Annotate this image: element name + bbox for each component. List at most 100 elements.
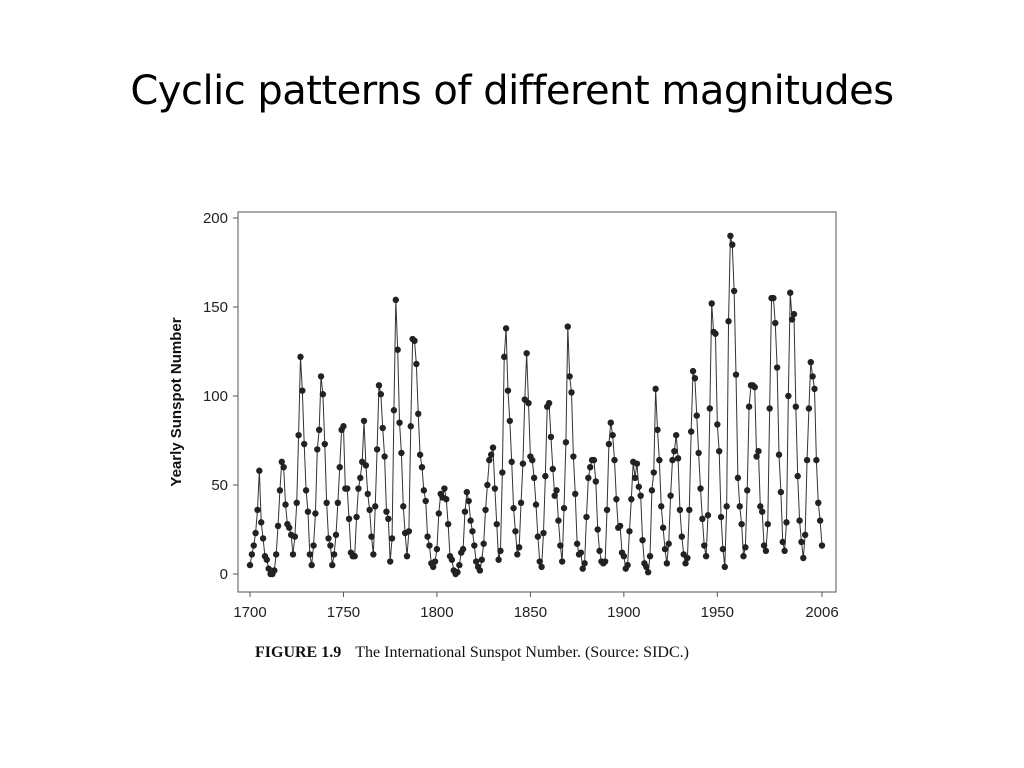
x-tick-label: 1700	[233, 604, 266, 621]
data-point	[792, 403, 800, 410]
data-point	[663, 560, 671, 567]
data-point	[489, 444, 497, 451]
data-point	[344, 485, 351, 492]
data-point	[689, 367, 697, 375]
y-tick-label: 150	[203, 299, 228, 316]
data-point	[555, 517, 562, 524]
series-markers	[246, 232, 826, 578]
data-point	[757, 503, 764, 510]
data-point	[777, 488, 785, 496]
data-point	[736, 503, 743, 510]
data-point	[263, 556, 271, 563]
data-point	[702, 553, 710, 560]
data-point	[654, 426, 661, 434]
data-point	[334, 499, 342, 506]
data-point	[785, 392, 792, 400]
data-point	[581, 560, 588, 567]
data-point	[353, 513, 360, 521]
data-point	[325, 535, 332, 542]
data-point	[443, 496, 450, 503]
data-point	[463, 488, 471, 496]
data-point	[486, 456, 493, 464]
data-point	[472, 558, 480, 565]
data-point	[396, 419, 403, 426]
data-point	[250, 542, 257, 549]
data-point	[734, 474, 742, 482]
data-point	[607, 419, 614, 426]
data-point	[542, 472, 549, 480]
y-tick-label: 100	[203, 388, 228, 405]
data-point	[493, 520, 500, 528]
data-point	[418, 464, 426, 471]
data-point	[302, 487, 310, 494]
data-point	[723, 503, 730, 510]
data-point	[637, 492, 644, 499]
data-point	[809, 373, 816, 380]
data-point	[613, 496, 620, 503]
data-point	[727, 232, 734, 239]
data-point	[603, 506, 611, 514]
data-point	[265, 565, 272, 572]
data-point	[562, 439, 570, 446]
data-point	[717, 513, 725, 521]
data-point	[764, 520, 771, 528]
x-tick-label: 1950	[701, 604, 734, 621]
data-point	[387, 558, 394, 565]
data-point	[497, 547, 504, 555]
data-point	[461, 508, 469, 515]
data-point	[319, 391, 327, 398]
data-point	[523, 350, 530, 357]
data-point	[801, 531, 809, 539]
data-point	[794, 472, 801, 480]
data-point	[327, 542, 334, 549]
data-point	[579, 565, 586, 572]
data-point	[259, 535, 267, 542]
data-point	[431, 558, 439, 565]
data-point	[280, 464, 287, 471]
data-point	[652, 385, 659, 393]
data-point	[805, 405, 813, 412]
data-point	[558, 558, 566, 565]
data-point	[684, 554, 691, 562]
data-point	[669, 456, 676, 464]
data-point	[788, 316, 796, 323]
data-point	[644, 569, 652, 576]
data-point	[738, 520, 745, 528]
data-point	[745, 403, 753, 410]
data-point	[815, 499, 822, 506]
data-point	[278, 458, 285, 466]
data-point	[459, 545, 467, 553]
data-point	[258, 519, 265, 526]
data-point	[340, 423, 347, 430]
data-point	[667, 492, 674, 499]
data-point	[587, 464, 594, 471]
data-point	[286, 524, 293, 531]
data-point	[570, 453, 577, 460]
data-point	[704, 512, 712, 519]
data-point	[321, 440, 328, 448]
data-point	[800, 554, 807, 562]
data-point	[715, 447, 723, 455]
data-point	[592, 478, 600, 485]
data-point	[487, 451, 495, 458]
data-point	[480, 540, 487, 547]
data-point	[308, 561, 315, 569]
data-point	[673, 431, 680, 439]
data-point	[816, 517, 824, 524]
data-point	[403, 553, 411, 560]
data-point	[332, 531, 340, 539]
data-point	[742, 544, 749, 551]
x-tick-label: 1850	[514, 604, 547, 621]
data-point	[357, 474, 364, 482]
data-point	[362, 462, 370, 469]
data-point	[770, 294, 777, 302]
figure-number: FIGURE 1.9	[255, 644, 342, 661]
data-point	[549, 465, 557, 473]
y-tick-label: 200	[203, 210, 228, 227]
data-point	[375, 382, 383, 389]
data-point	[405, 528, 413, 535]
data-point	[781, 547, 788, 555]
data-point	[631, 474, 639, 482]
data-point	[650, 469, 657, 476]
data-point	[256, 467, 263, 474]
